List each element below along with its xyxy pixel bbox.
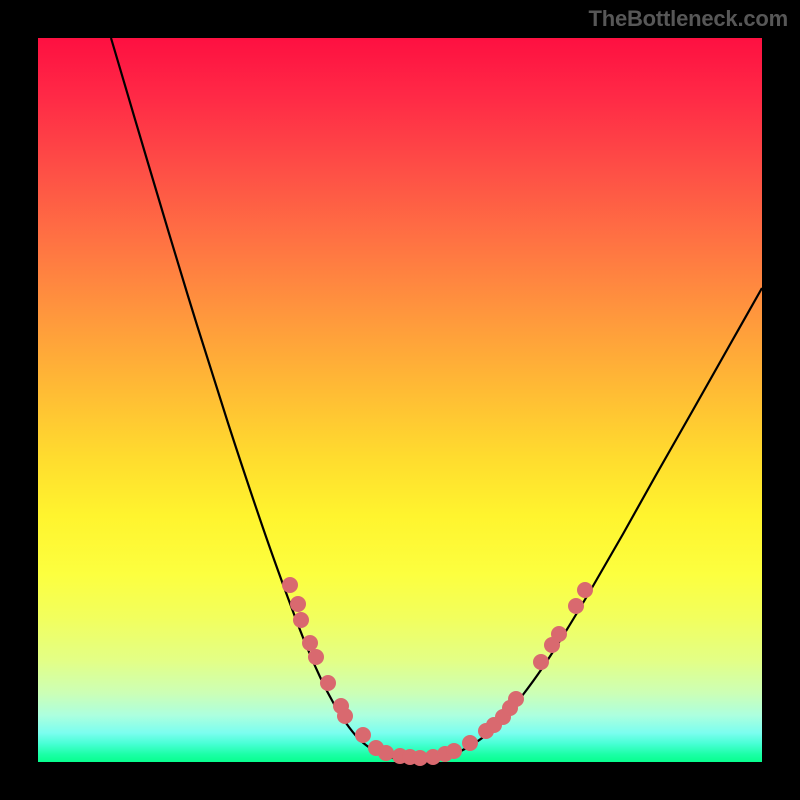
- outer-frame: TheBottleneck.com: [0, 0, 800, 800]
- data-marker: [308, 649, 324, 665]
- plot-area: [38, 38, 762, 762]
- data-marker: [551, 626, 567, 642]
- data-marker: [533, 654, 549, 670]
- data-marker: [290, 596, 306, 612]
- data-marker: [320, 675, 336, 691]
- data-marker: [293, 612, 309, 628]
- data-marker: [378, 745, 394, 761]
- data-marker: [302, 635, 318, 651]
- data-marker: [337, 708, 353, 724]
- watermark-text: TheBottleneck.com: [588, 6, 788, 32]
- data-marker: [508, 691, 524, 707]
- data-marker: [355, 727, 371, 743]
- data-marker: [282, 577, 298, 593]
- data-marker: [577, 582, 593, 598]
- curve-layer: [38, 38, 762, 762]
- marker-group: [282, 577, 593, 766]
- data-marker: [462, 735, 478, 751]
- data-marker: [568, 598, 584, 614]
- bottleneck-curve: [111, 38, 762, 761]
- data-marker: [446, 743, 462, 759]
